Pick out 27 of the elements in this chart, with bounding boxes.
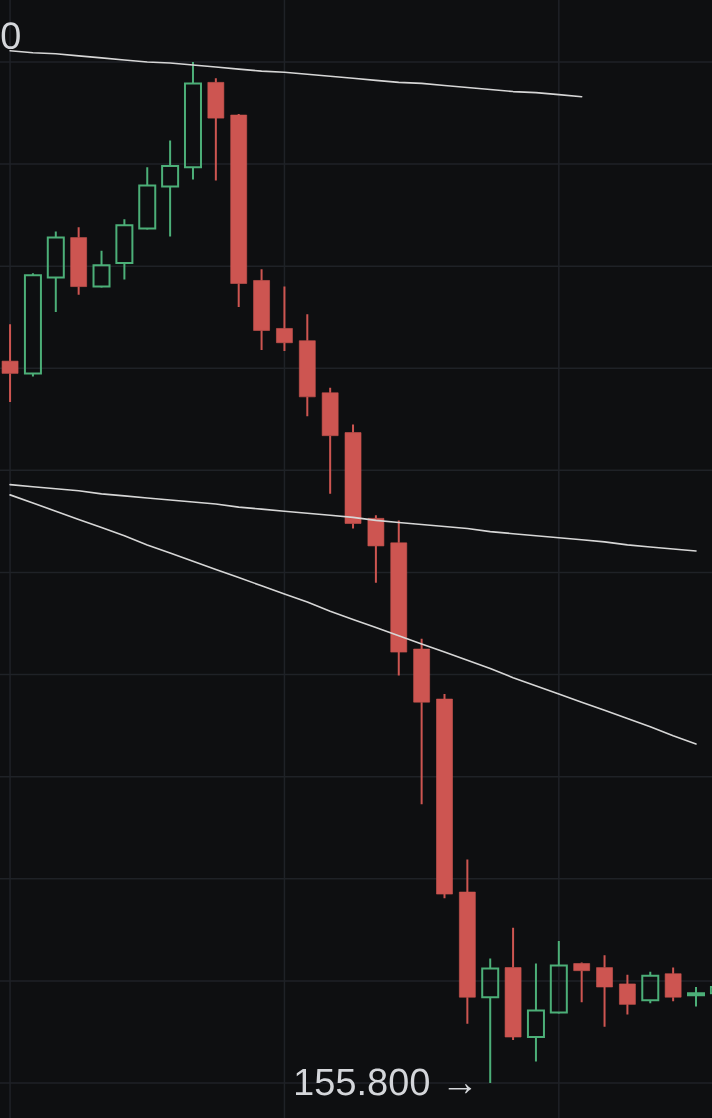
candlestick (526, 962, 545, 1063)
candlestick (619, 973, 636, 1016)
candlestick (367, 514, 385, 584)
candlestick (253, 268, 270, 351)
annotation: 155.800 → (296, 1068, 472, 1096)
candlestick (70, 226, 87, 296)
text: 0 (1, 22, 20, 50)
candlestick (504, 926, 522, 1042)
candlestick (573, 963, 590, 1004)
candlestick (183, 60, 202, 181)
candlestick (46, 230, 65, 314)
candlestick (230, 114, 248, 309)
candlestick (299, 313, 316, 418)
candlestick (459, 858, 476, 1025)
candlestick (321, 386, 339, 495)
candlestick (207, 77, 225, 182)
candlestick (390, 519, 408, 677)
candlestick (161, 139, 180, 238)
candlestick (549, 940, 568, 1014)
candlestick (276, 285, 293, 352)
candlestick (413, 637, 430, 806)
candlestick (596, 954, 613, 1028)
candlestick (138, 166, 157, 230)
candlestick (1, 323, 19, 403)
candlestick (344, 423, 362, 530)
candlestick (115, 218, 134, 281)
candlestick (481, 957, 500, 1084)
